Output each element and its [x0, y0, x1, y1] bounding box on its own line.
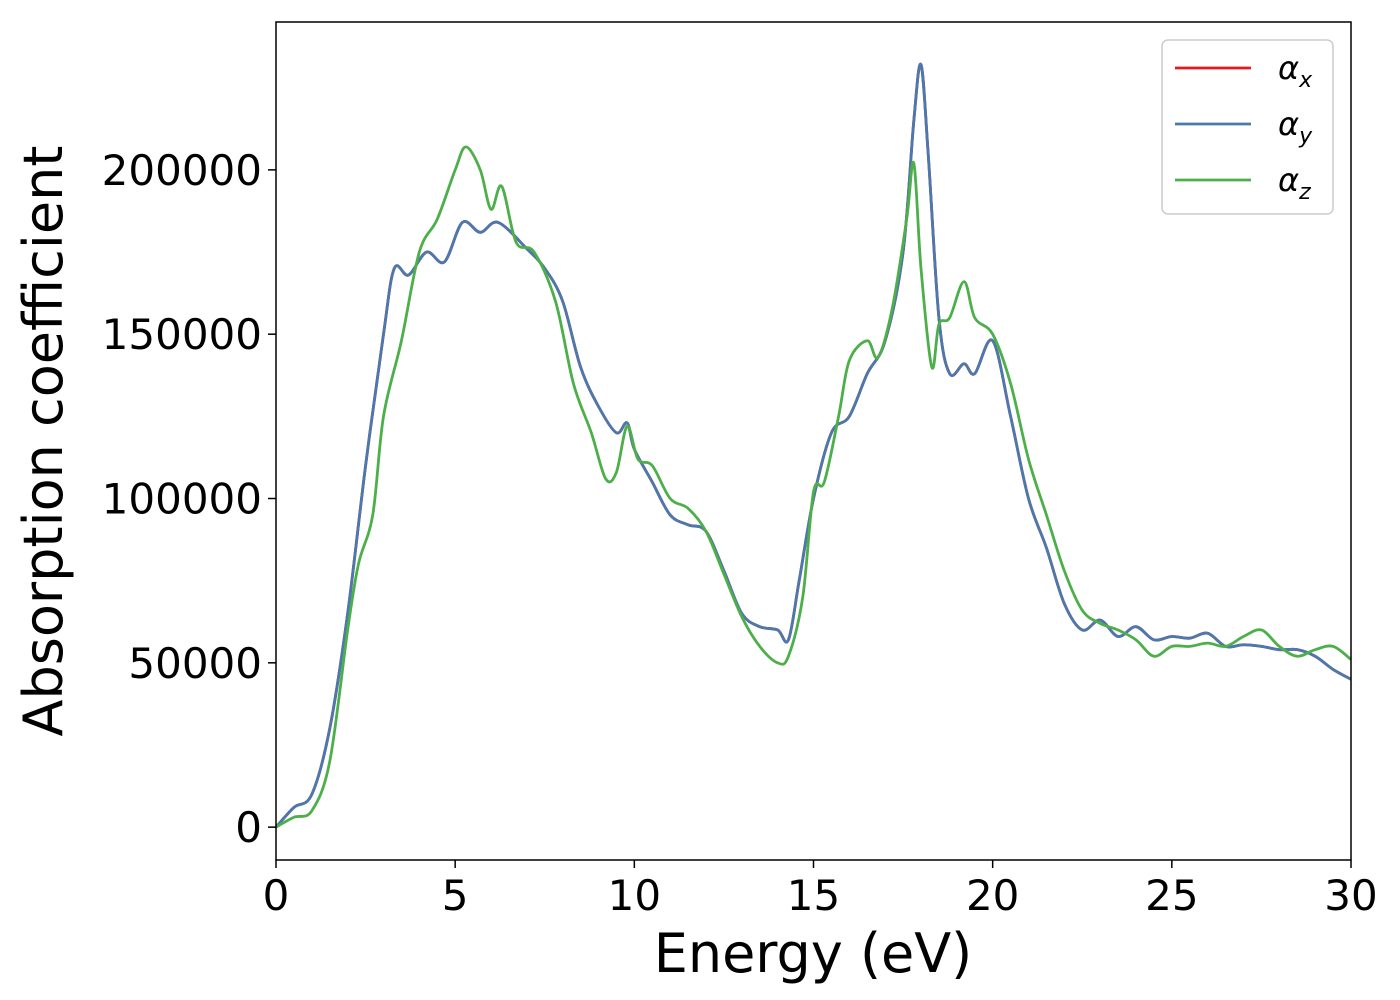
y-axis-ticks: 0 50000 100000 150000 200000: [102, 146, 276, 852]
x-axis-label: Energy (eV): [654, 922, 973, 985]
x-tick-label: 15: [787, 871, 840, 920]
x-tick-label: 30: [1324, 871, 1377, 920]
series-layer: [274, 62, 1352, 829]
y-tick-label: 50000: [128, 639, 262, 688]
y-tick-label: 100000: [102, 475, 262, 524]
y-tick-label: 0: [235, 803, 262, 852]
legend-label-alpha-x: αx: [1278, 49, 1313, 93]
y-axis-label: Absorption coefficient: [12, 146, 75, 737]
x-tick-label: 20: [966, 871, 1019, 920]
series-line-alpha-y: [274, 62, 1352, 829]
x-tick-label: 25: [1145, 871, 1198, 920]
legend-box: [1161, 39, 1334, 215]
x-tick-label: 10: [608, 871, 661, 920]
x-tick-label: 5: [442, 871, 469, 920]
x-axis-ticks: 0 5 10 15 20 25 30: [263, 860, 1378, 920]
series-line-alpha-z: [275, 145, 1352, 829]
y-tick-label: 200000: [102, 146, 262, 195]
x-tick-label: 0: [263, 871, 290, 920]
y-tick-label: 150000: [102, 310, 262, 359]
